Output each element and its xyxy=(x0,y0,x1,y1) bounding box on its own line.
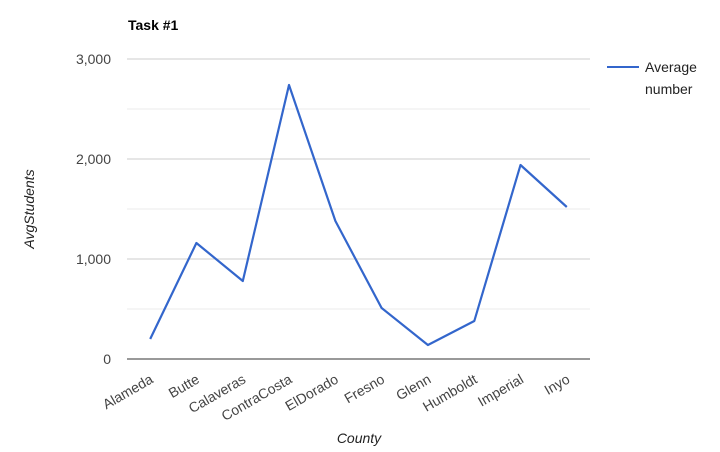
series-line xyxy=(149,83,568,347)
y-tick-label: 1,000 xyxy=(76,251,111,267)
x-tick-label: Imperial xyxy=(475,371,526,410)
series-group xyxy=(149,83,568,347)
y-tick-label: 3,000 xyxy=(76,51,111,67)
x-tick-label: Fresno xyxy=(341,371,387,407)
gridlines xyxy=(127,58,590,310)
y-tick-label: 2,000 xyxy=(76,151,111,167)
chart-title: Task #1 xyxy=(128,17,179,33)
x-tick-labels: Alameda ButteCalaverasContraCostaElDorado… xyxy=(100,371,573,424)
legend-label-line-1: Average xyxy=(645,59,697,75)
x-tick-label: Inyo xyxy=(541,371,572,398)
y-tick-label: 0 xyxy=(103,351,111,367)
x-tick-label: Alameda xyxy=(100,371,156,413)
x-tick-label: ElDorado xyxy=(282,371,341,414)
legend-label-line-2: number xyxy=(645,81,693,97)
x-axis-title: County xyxy=(337,430,382,446)
y-tick-labels: 0 1,000 2,000 3,000 xyxy=(76,51,111,367)
y-axis-title: AvgStudents xyxy=(21,169,37,249)
legend: Average number xyxy=(607,59,697,97)
